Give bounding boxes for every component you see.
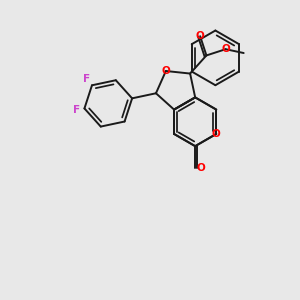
Text: O: O xyxy=(196,31,205,40)
Text: O: O xyxy=(212,129,221,139)
Text: O: O xyxy=(196,163,205,172)
Text: F: F xyxy=(83,74,90,84)
Text: F: F xyxy=(73,105,80,115)
Text: O: O xyxy=(221,44,230,54)
Text: O: O xyxy=(161,66,170,76)
